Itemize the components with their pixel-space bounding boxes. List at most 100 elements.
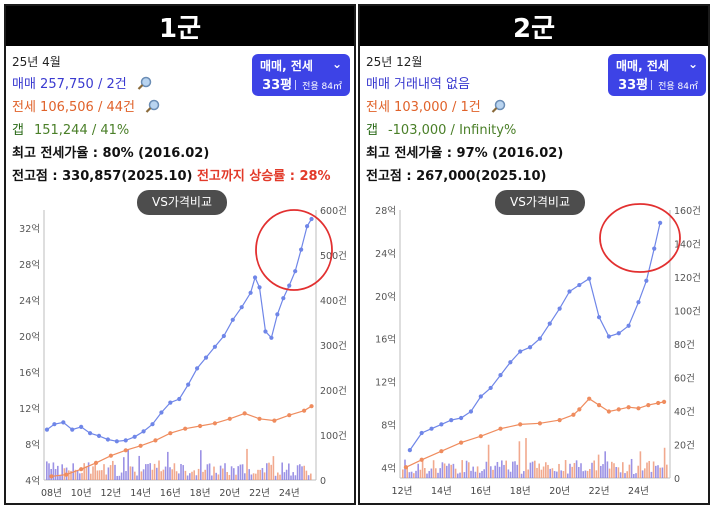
data-point bbox=[194, 366, 200, 371]
type-size-selector[interactable]: 매매, 전세 ⌄ 33평 전용 84㎡ bbox=[608, 54, 706, 96]
rise-to-peak: 전고까지 상승률 : 28% bbox=[196, 169, 331, 184]
summary-info: 25년 12월 매매 거래내역 없음 전세 103,000 / 1건 갭 -103… bbox=[366, 52, 702, 188]
volume-bar bbox=[593, 460, 595, 478]
volume-bar bbox=[428, 471, 430, 478]
volume-bar bbox=[641, 470, 644, 478]
y-right-tick-label: 120건 bbox=[674, 273, 701, 284]
volume-bar bbox=[496, 461, 499, 478]
volume-bar bbox=[580, 463, 582, 478]
volume-bar bbox=[83, 463, 85, 480]
volume-bar bbox=[184, 470, 187, 480]
magnifier-icon[interactable] bbox=[145, 99, 161, 113]
volume-bar bbox=[167, 451, 169, 480]
data-point bbox=[227, 416, 232, 421]
volume-bar bbox=[518, 441, 521, 478]
volume-bar bbox=[437, 472, 439, 478]
volume-bar bbox=[606, 461, 609, 478]
volume-bars bbox=[402, 438, 668, 478]
series-line bbox=[405, 397, 665, 468]
volume-bars bbox=[46, 448, 312, 480]
panel-title: 2군 bbox=[360, 6, 708, 46]
data-point bbox=[177, 396, 182, 402]
magnifier-icon[interactable] bbox=[491, 99, 507, 113]
volume-bar bbox=[204, 469, 206, 480]
x-tick-label: 20년 bbox=[219, 488, 240, 499]
data-point bbox=[606, 409, 612, 414]
volume-bar bbox=[197, 468, 200, 480]
data-point bbox=[652, 246, 657, 251]
volume-bar bbox=[635, 473, 637, 478]
volume-bar bbox=[435, 468, 437, 478]
vs-compare-button[interactable]: VS가격비교 bbox=[495, 190, 585, 215]
volume-bar bbox=[301, 466, 303, 480]
data-point bbox=[150, 422, 155, 427]
data-point bbox=[616, 407, 621, 412]
volume-bar bbox=[454, 468, 457, 478]
volume-bar bbox=[659, 467, 661, 478]
type-size-selector[interactable]: 매매, 전세 ⌄ 33평 전용 84㎡ bbox=[252, 54, 350, 96]
volume-bar bbox=[213, 466, 215, 480]
volume-bar bbox=[485, 461, 488, 478]
y-right-tick-label: 20건 bbox=[674, 441, 695, 452]
volume-bar bbox=[138, 455, 140, 480]
volume-bar bbox=[182, 465, 184, 480]
volume-bar bbox=[613, 463, 615, 478]
volume-bar bbox=[175, 471, 178, 480]
volume-bar bbox=[109, 465, 112, 480]
data-point bbox=[239, 305, 244, 310]
volume-bar bbox=[487, 444, 490, 478]
volume-bar bbox=[180, 463, 182, 480]
volume-bar bbox=[646, 462, 648, 478]
y-right-tick-label: 600건 bbox=[320, 206, 347, 217]
data-point bbox=[79, 424, 84, 429]
volume-bar bbox=[652, 461, 655, 478]
data-point bbox=[302, 408, 307, 413]
data-point bbox=[114, 439, 119, 444]
vs-compare-button[interactable]: VS가격비교 bbox=[137, 190, 227, 215]
y-left-tick-label: 8억 bbox=[381, 419, 396, 431]
volume-bar bbox=[512, 461, 514, 478]
magnifier-icon[interactable] bbox=[137, 76, 153, 90]
volume-bar bbox=[92, 466, 94, 480]
jeonse-text: 전세 106,506 / 44건 bbox=[12, 100, 135, 115]
volume-bar bbox=[457, 473, 459, 478]
volume-bar bbox=[131, 466, 134, 480]
y-left-tick-label: 24억 bbox=[375, 248, 396, 260]
volume-bar bbox=[624, 473, 626, 478]
y-right-tick-label: 0 bbox=[320, 476, 326, 487]
x-tick-label: 22년 bbox=[249, 488, 270, 499]
volume-bar bbox=[98, 470, 101, 480]
y-left-tick-label: 12억 bbox=[375, 377, 396, 389]
volume-bar bbox=[556, 471, 558, 478]
volume-bar bbox=[244, 473, 246, 480]
volume-bar bbox=[470, 470, 472, 478]
volume-bar bbox=[140, 471, 143, 480]
volume-bar bbox=[516, 464, 518, 478]
data-point bbox=[587, 396, 592, 401]
volume-bar bbox=[171, 469, 173, 480]
y-right-tick-label: 500건 bbox=[320, 251, 347, 262]
volume-bar bbox=[472, 466, 474, 478]
volume-bar bbox=[169, 467, 171, 480]
volume-bar bbox=[160, 471, 162, 480]
volume-bar bbox=[441, 462, 444, 478]
volume-bar bbox=[527, 469, 529, 478]
volume-bar bbox=[114, 464, 116, 480]
volume-bar bbox=[494, 465, 496, 478]
volume-bar bbox=[633, 473, 635, 478]
data-point bbox=[186, 382, 191, 387]
volume-bar bbox=[637, 465, 639, 478]
volume-bar bbox=[105, 474, 107, 480]
volume-bar bbox=[101, 470, 103, 480]
volume-bar bbox=[663, 447, 666, 478]
volume-bar bbox=[661, 467, 664, 478]
data-point bbox=[64, 472, 69, 477]
volume-bar bbox=[595, 470, 598, 478]
volume-bar bbox=[619, 472, 622, 478]
volume-bar bbox=[151, 469, 154, 480]
x-tick-label: 14년 bbox=[431, 486, 452, 497]
data-point bbox=[212, 344, 218, 349]
volume-bar bbox=[230, 466, 233, 480]
y-left-tick-label: 4억 bbox=[25, 475, 40, 487]
volume-bar bbox=[655, 465, 657, 478]
